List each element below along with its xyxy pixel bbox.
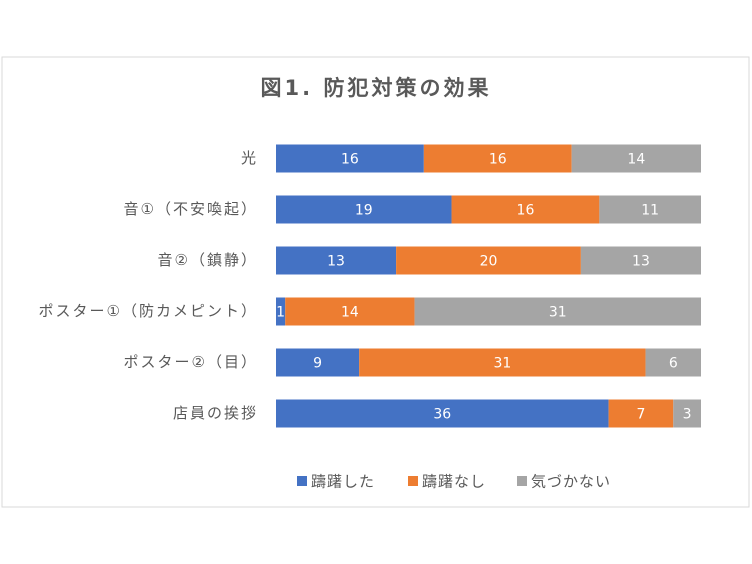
bar-segment bbox=[276, 144, 424, 173]
data-label: 14 bbox=[627, 152, 645, 168]
bar-segment bbox=[673, 399, 701, 428]
bar-segment bbox=[276, 399, 609, 428]
bar-segment bbox=[571, 144, 701, 173]
bar-segment bbox=[285, 297, 415, 326]
bar-segment bbox=[423, 144, 572, 173]
y-tick-label: 光 bbox=[241, 149, 258, 167]
chart-title: 図1. 防犯対策の効果 bbox=[261, 76, 492, 100]
bar-segment bbox=[276, 348, 360, 377]
y-tick-label: ポスター②（目） bbox=[124, 353, 258, 371]
bar-segment bbox=[645, 348, 701, 377]
data-label: 36 bbox=[433, 407, 451, 423]
bar-segment bbox=[359, 348, 646, 377]
bar-segment bbox=[451, 195, 600, 224]
data-label: 6 bbox=[669, 356, 678, 372]
data-label: 20 bbox=[480, 254, 498, 270]
data-label: 3 bbox=[683, 407, 692, 423]
data-label: 13 bbox=[632, 254, 650, 270]
legend-swatch bbox=[408, 476, 418, 486]
data-label: 7 bbox=[636, 407, 645, 423]
data-label: 31 bbox=[493, 356, 511, 372]
y-tick-label: 音②（鎮静） bbox=[158, 251, 258, 269]
bar-segment bbox=[580, 246, 701, 275]
data-label: 31 bbox=[549, 305, 567, 321]
data-label: 19 bbox=[355, 203, 373, 219]
data-label: 1 bbox=[276, 305, 285, 321]
legend-swatch bbox=[297, 476, 307, 486]
bar-segment bbox=[276, 195, 452, 224]
data-label: 9 bbox=[313, 356, 322, 372]
y-tick-label: 音①（不安喚起） bbox=[124, 200, 258, 218]
data-label: 11 bbox=[641, 203, 659, 219]
legend-label: 気づかない bbox=[531, 473, 611, 491]
data-label: 13 bbox=[327, 254, 345, 270]
data-label: 16 bbox=[489, 152, 507, 168]
legend-label: 躊躇なし bbox=[422, 473, 486, 491]
bar-segment bbox=[276, 297, 286, 326]
data-label: 14 bbox=[341, 305, 359, 321]
bar-segment bbox=[396, 246, 581, 275]
legend-label: 躊躇した bbox=[311, 473, 375, 491]
legend-swatch bbox=[517, 476, 527, 486]
bar-segment bbox=[599, 195, 701, 224]
chart-frame bbox=[1, 56, 750, 508]
bar-segment bbox=[608, 399, 674, 428]
y-tick-label: ポスター①（防カメピント） bbox=[39, 302, 258, 320]
bar-segment bbox=[414, 297, 701, 326]
data-label: 16 bbox=[341, 152, 359, 168]
bar-segment bbox=[276, 246, 397, 275]
y-tick-label: 店員の挨拶 bbox=[173, 404, 258, 422]
data-label: 16 bbox=[517, 203, 535, 219]
